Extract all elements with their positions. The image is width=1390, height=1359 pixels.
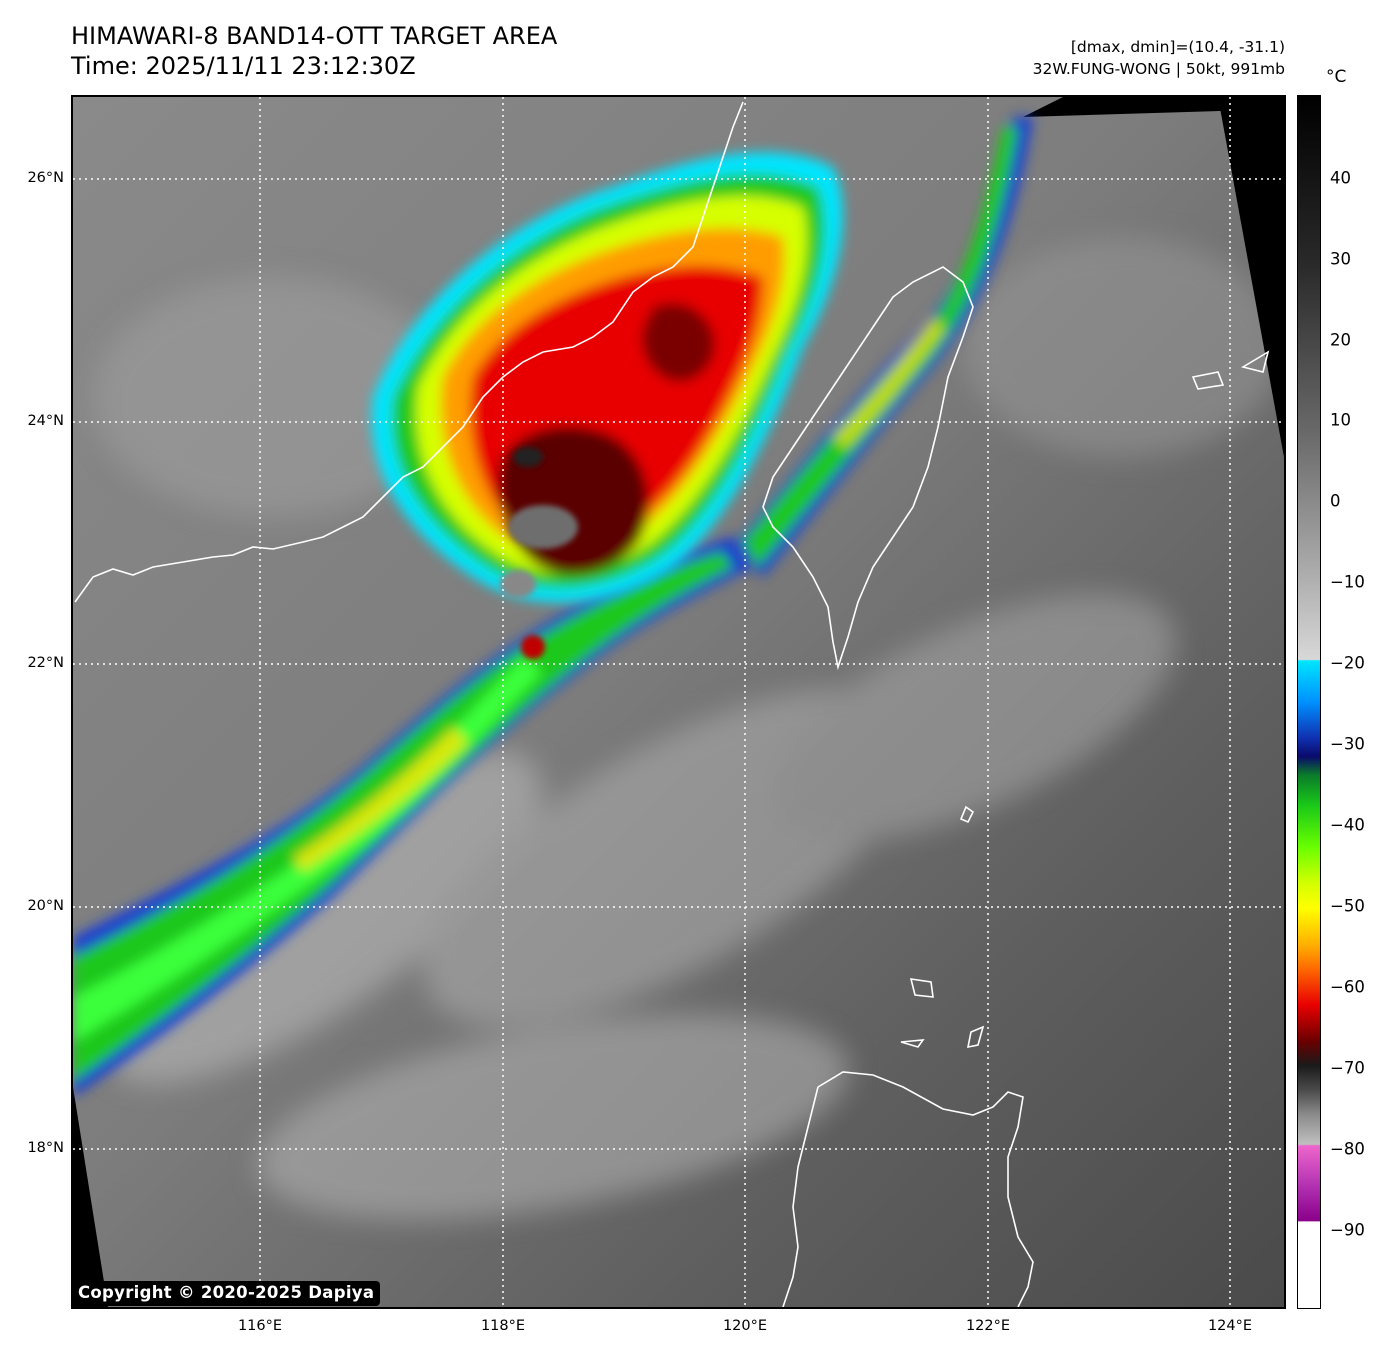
lon-label-124e: 124°E: [1207, 1318, 1253, 1334]
colorbar-tick-20: 20: [1330, 330, 1351, 350]
figure-title: HIMAWARI-8 BAND14-OTT TARGET AREA: [71, 22, 558, 50]
colorbar-tick-40: 40: [1330, 168, 1351, 188]
luzon-coastline-east: [817, 1071, 1034, 1307]
lat-label-18n: 18°N: [27, 1140, 64, 1156]
dmax-dmin-readout: [dmax, dmin]=(10.4, -31.1): [1070, 38, 1285, 56]
no-data-edge-top: [1023, 97, 1284, 117]
timestamp: Time: 2025/11/11 23:12:30Z: [71, 52, 416, 80]
colorbar-tick-minus80: −80: [1330, 1139, 1365, 1159]
colorbar-tick-10: 10: [1330, 410, 1351, 430]
high-cloud-streaks: [93, 237, 1283, 1220]
colorbar-tick-minus90: −90: [1330, 1220, 1365, 1240]
camiguin-island: [966, 1025, 985, 1049]
gridlines: [73, 97, 1284, 1307]
lon-label-116e: 116°E: [237, 1318, 283, 1334]
lat-label-22n: 22°N: [27, 655, 64, 671]
colorbar-unit: °C: [1326, 67, 1347, 87]
no-data-edge-right: [1218, 97, 1284, 457]
colorbar-tick-minus70: −70: [1330, 1058, 1365, 1078]
colorbar-tick-minus20: −20: [1330, 653, 1365, 673]
colorbar-tick-minus40: −40: [1330, 815, 1365, 835]
colorbar: [1297, 95, 1321, 1309]
colorbar-tick-minus10: −10: [1330, 572, 1365, 592]
lat-label-20n: 20°N: [27, 898, 64, 914]
colorbar-tick-minus60: −60: [1330, 977, 1365, 997]
storm-info: 32W.FUNG-WONG | 50kt, 991mb: [1032, 60, 1285, 78]
central-dense-overcast: [371, 152, 843, 603]
taiwan-coastline: [762, 266, 974, 671]
no-data-edge-left: [73, 1087, 108, 1307]
calayan-island: [900, 1039, 925, 1048]
copyright-label: Copyright © 2020-2025 Dapiya: [72, 1281, 381, 1306]
outer-rainband: [73, 537, 753, 1097]
colorbar-tick-minus50: −50: [1330, 896, 1365, 916]
babuyan-island: [909, 978, 934, 998]
batanes-island: [959, 805, 975, 824]
colorbar-tick-minus30: −30: [1330, 734, 1365, 754]
iriomote-island: [1240, 350, 1270, 373]
coastlines: [74, 101, 1270, 1307]
lon-label-122e: 122°E: [965, 1318, 1011, 1334]
cold-cloud-tops: [500, 447, 578, 659]
colorbar-tick-0: 0: [1330, 491, 1341, 511]
lat-label-24n: 24°N: [27, 413, 64, 429]
satellite-imagery: [73, 97, 1284, 1307]
lon-label-118e: 118°E: [480, 1318, 526, 1334]
yonaguni-island: [1191, 371, 1225, 390]
lat-label-26n: 26°N: [27, 170, 64, 186]
luzon-coastline-west: [782, 1086, 819, 1307]
china-coastline: [74, 101, 744, 603]
colorbar-tick-30: 30: [1330, 249, 1351, 269]
satellite-image-panel: [71, 95, 1286, 1309]
lon-label-120e: 120°E: [722, 1318, 768, 1334]
